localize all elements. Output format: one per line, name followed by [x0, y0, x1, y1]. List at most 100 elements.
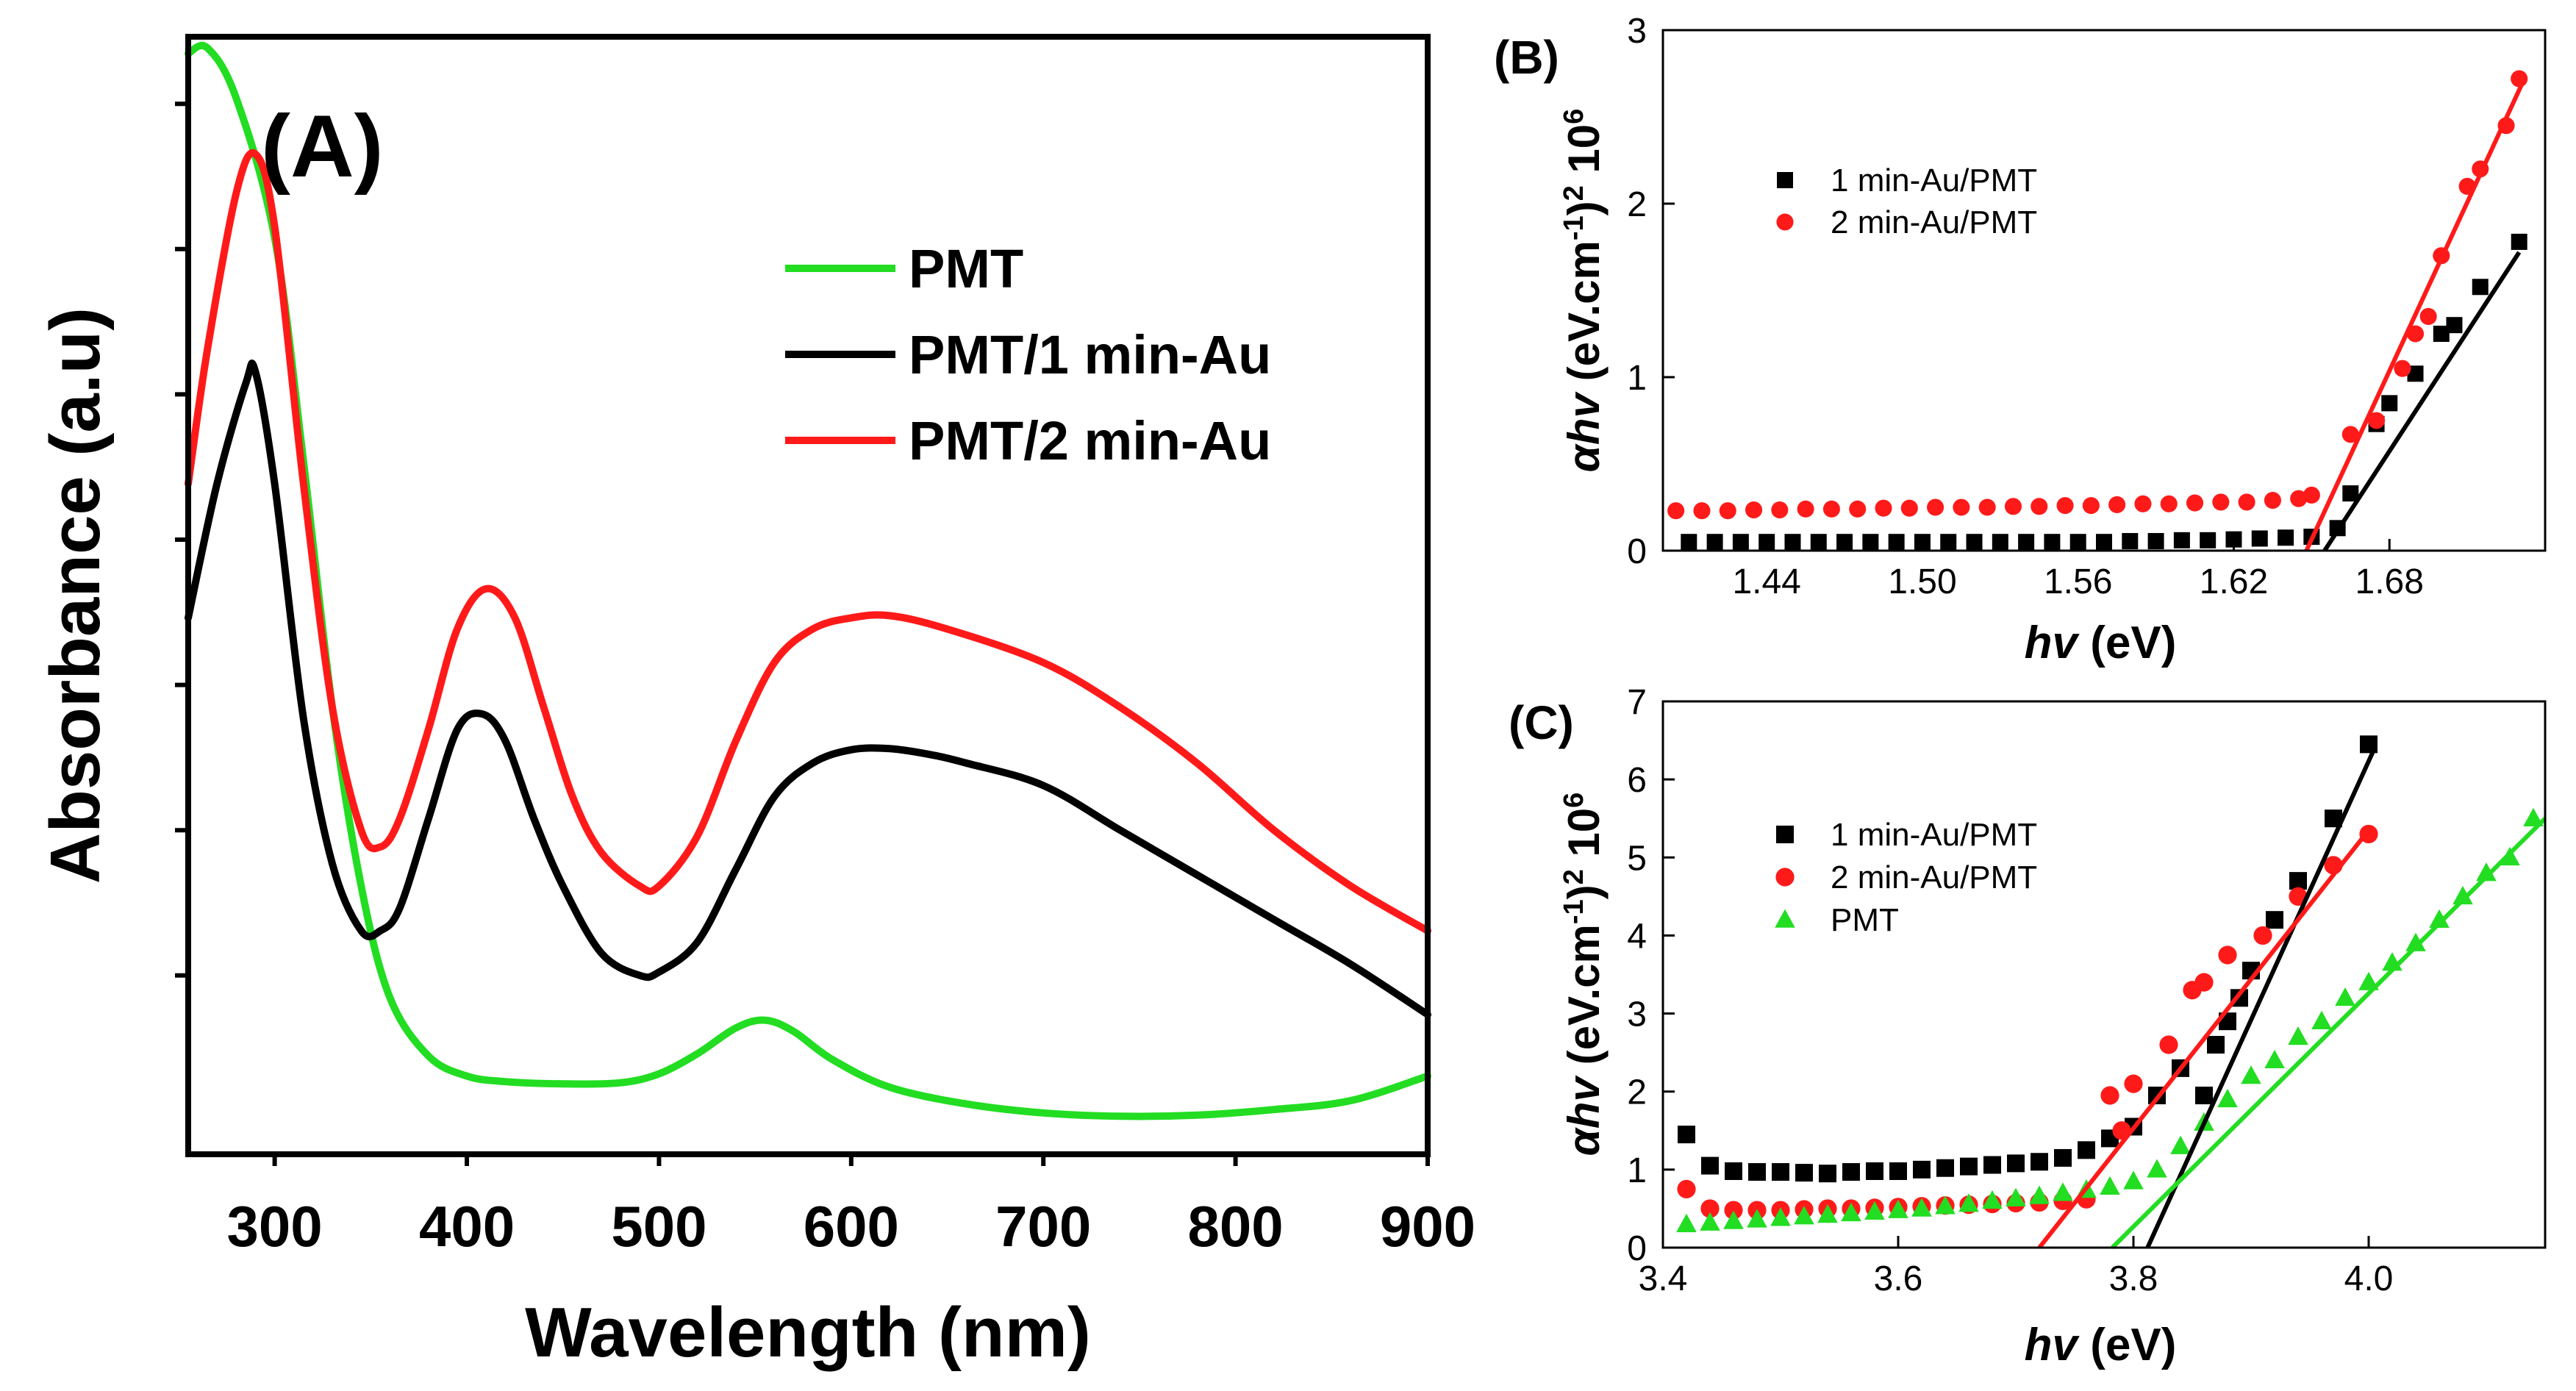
data-point-1-min-au-pmt — [1966, 534, 1983, 551]
data-point-pmt — [1723, 1210, 1744, 1229]
data-point-pmt — [2123, 1170, 2144, 1190]
data-point-2-min-au-pmt — [1953, 498, 1970, 516]
legend-marker-pmt — [1775, 909, 1795, 928]
data-point-2-min-au-pmt — [1677, 1179, 1696, 1198]
panel-b-label: (B) — [1494, 31, 1559, 84]
panel-c-legend: 1 min-Au/PMT 2 min-Au/PMT PMT — [1775, 817, 2037, 938]
x-tick-label: 900 — [1380, 1194, 1475, 1259]
data-point-pmt — [2241, 1065, 2261, 1084]
data-point-2-min-au-pmt — [2253, 926, 2272, 945]
data-point-pmt — [2452, 885, 2473, 905]
x-tick-label: 800 — [1188, 1194, 1284, 1259]
legend-label-pmt-1-min-au: PMT/1 min-Au — [909, 324, 1271, 385]
data-point-2-min-au-pmt — [1700, 1199, 1720, 1218]
data-point-1-min-au-pmt — [2018, 534, 2035, 551]
panel-a-plot-frame — [185, 34, 1431, 1157]
data-point-1-min-au-pmt — [2472, 279, 2489, 296]
data-point-1-min-au-pmt — [2173, 532, 2190, 548]
legend-label-1-min-au-pmt: 1 min-Au/PMT — [1831, 817, 2037, 853]
x-tick-label: 3.8 — [2109, 1259, 2158, 1298]
data-point-2-min-au-pmt — [2031, 498, 2048, 515]
data-point-pmt — [2311, 1010, 2332, 1029]
panel-a-curves — [185, 42, 1431, 1120]
data-point-pmt — [2264, 1049, 2285, 1069]
fit-line-1-min-au-pmt — [2145, 747, 2377, 1249]
data-point-1-min-au-pmt — [1701, 1156, 1719, 1175]
data-point-2-min-au-pmt — [2511, 70, 2528, 87]
x-tick-label: 1.44 — [1732, 562, 1800, 601]
data-point-1-min-au-pmt — [2251, 530, 2268, 547]
x-tick-label: 3.4 — [1639, 1259, 1688, 1298]
x-tick-label: 1.50 — [1888, 562, 1956, 601]
panel-a-legend: PMT PMT/1 min-Au PMT/2 min-Au — [785, 238, 1271, 471]
data-point-pmt — [2170, 1135, 2191, 1154]
data-point-1-min-au-pmt — [1960, 1157, 1978, 1176]
panel-c-ticks: 3.4 3.6 3.8 4.0 0 1 2 3 4 5 6 7 — [1627, 683, 2393, 1298]
x-tick-label: 1.68 — [2355, 562, 2424, 601]
data-point-1-min-au-pmt — [1732, 534, 1749, 551]
x-tick-label: 1.56 — [2044, 562, 2112, 601]
panel-c-label: (C) — [1509, 696, 1574, 749]
y-tick-label: 3 — [1627, 995, 1647, 1034]
data-point-pmt — [1888, 1199, 1908, 1218]
fit-line-1-min-au-pmt — [2322, 251, 2522, 552]
data-point-1-min-au-pmt — [1810, 534, 1827, 551]
data-point-2-min-au-pmt — [1724, 1201, 1743, 1220]
data-point-1-min-au-pmt — [2446, 317, 2463, 334]
data-point-1-min-au-pmt — [1819, 1165, 1836, 1183]
data-point-pmt — [1911, 1198, 1932, 1217]
legend-label-pmt: PMT — [909, 238, 1023, 299]
series-line-pmt-2-min-au — [185, 149, 1431, 934]
data-point-2-min-au-pmt — [2004, 498, 2022, 515]
data-point-2-min-au-pmt — [2341, 426, 2359, 443]
data-point-pmt — [2523, 807, 2544, 827]
data-point-2-min-au-pmt — [2238, 493, 2255, 511]
panel-b: 1.44 1.50 1.56 1.62 1.68 0 1 2 3 (B) 1 min-Au/PM… — [1494, 12, 2547, 668]
data-point-pmt — [1770, 1207, 1791, 1226]
data-point-pmt — [2147, 1159, 2167, 1178]
data-point-2-min-au-pmt — [2368, 412, 2386, 429]
data-point-2-min-au-pmt — [2100, 1086, 2119, 1105]
data-point-2-min-au-pmt — [1771, 501, 1789, 519]
data-point-pmt — [2405, 932, 2426, 951]
panel-a-ticks: 300 400 500 600 700 800 900 — [175, 101, 1475, 1259]
data-point-pmt — [2429, 909, 2450, 928]
data-point-2-min-au-pmt — [2303, 486, 2320, 504]
panel-b-legend: 1 min-Au/PMT 2 min-Au/PMT — [1776, 162, 2037, 240]
x-tick-label: 4.0 — [2344, 1259, 2394, 1298]
data-point-1-min-au-pmt — [1992, 534, 2008, 551]
fit-line-2-min-au-pmt — [2304, 77, 2527, 552]
panel-a-label: (A) — [261, 97, 384, 196]
data-point-1-min-au-pmt — [2122, 533, 2139, 550]
data-point-1-min-au-pmt — [2381, 395, 2398, 412]
data-point-1-min-au-pmt — [2266, 911, 2283, 929]
series-1-min-au-pmt — [1681, 233, 2527, 551]
data-point-2-min-au-pmt — [2159, 1035, 2178, 1054]
series-pmt — [1676, 807, 2544, 1232]
panel-a: 300 400 500 600 700 800 900 (A) PMT PMT/1 min-A… — [36, 34, 1475, 1372]
panel-a-xlabel: Wavelength (nm) — [525, 1293, 1091, 1372]
data-point-1-min-au-pmt — [2342, 485, 2359, 502]
data-point-1-min-au-pmt — [1748, 1163, 1766, 1181]
data-point-2-min-au-pmt — [2194, 973, 2214, 992]
data-point-pmt — [1700, 1212, 1720, 1231]
data-point-2-min-au-pmt — [2212, 493, 2230, 511]
data-point-pmt — [1841, 1202, 1861, 1222]
data-point-pmt — [1794, 1206, 1814, 1225]
data-point-1-min-au-pmt — [1862, 534, 1879, 551]
series-line-pmt-1-min-au — [185, 360, 1431, 1018]
x-tick-label: 400 — [419, 1194, 515, 1259]
data-point-2-min-au-pmt — [1927, 498, 1944, 516]
data-point-2-min-au-pmt — [1875, 499, 1892, 517]
legend-label-2-min-au-pmt: 2 min-Au/PMT — [1831, 859, 2037, 895]
data-point-1-min-au-pmt — [1784, 534, 1801, 551]
data-point-2-min-au-pmt — [2186, 494, 2204, 512]
x-tick-label: 3.6 — [1874, 1259, 1923, 1298]
y-tick-label: 5 — [1627, 839, 1647, 878]
fit-line-pmt — [2111, 817, 2547, 1250]
series-1-min-au-pmt — [1678, 735, 2378, 1183]
data-point-pmt — [2100, 1176, 2120, 1195]
data-point-1-min-au-pmt — [2207, 1036, 2225, 1054]
data-point-pmt — [2029, 1185, 2050, 1204]
data-point-1-min-au-pmt — [2044, 534, 2061, 551]
